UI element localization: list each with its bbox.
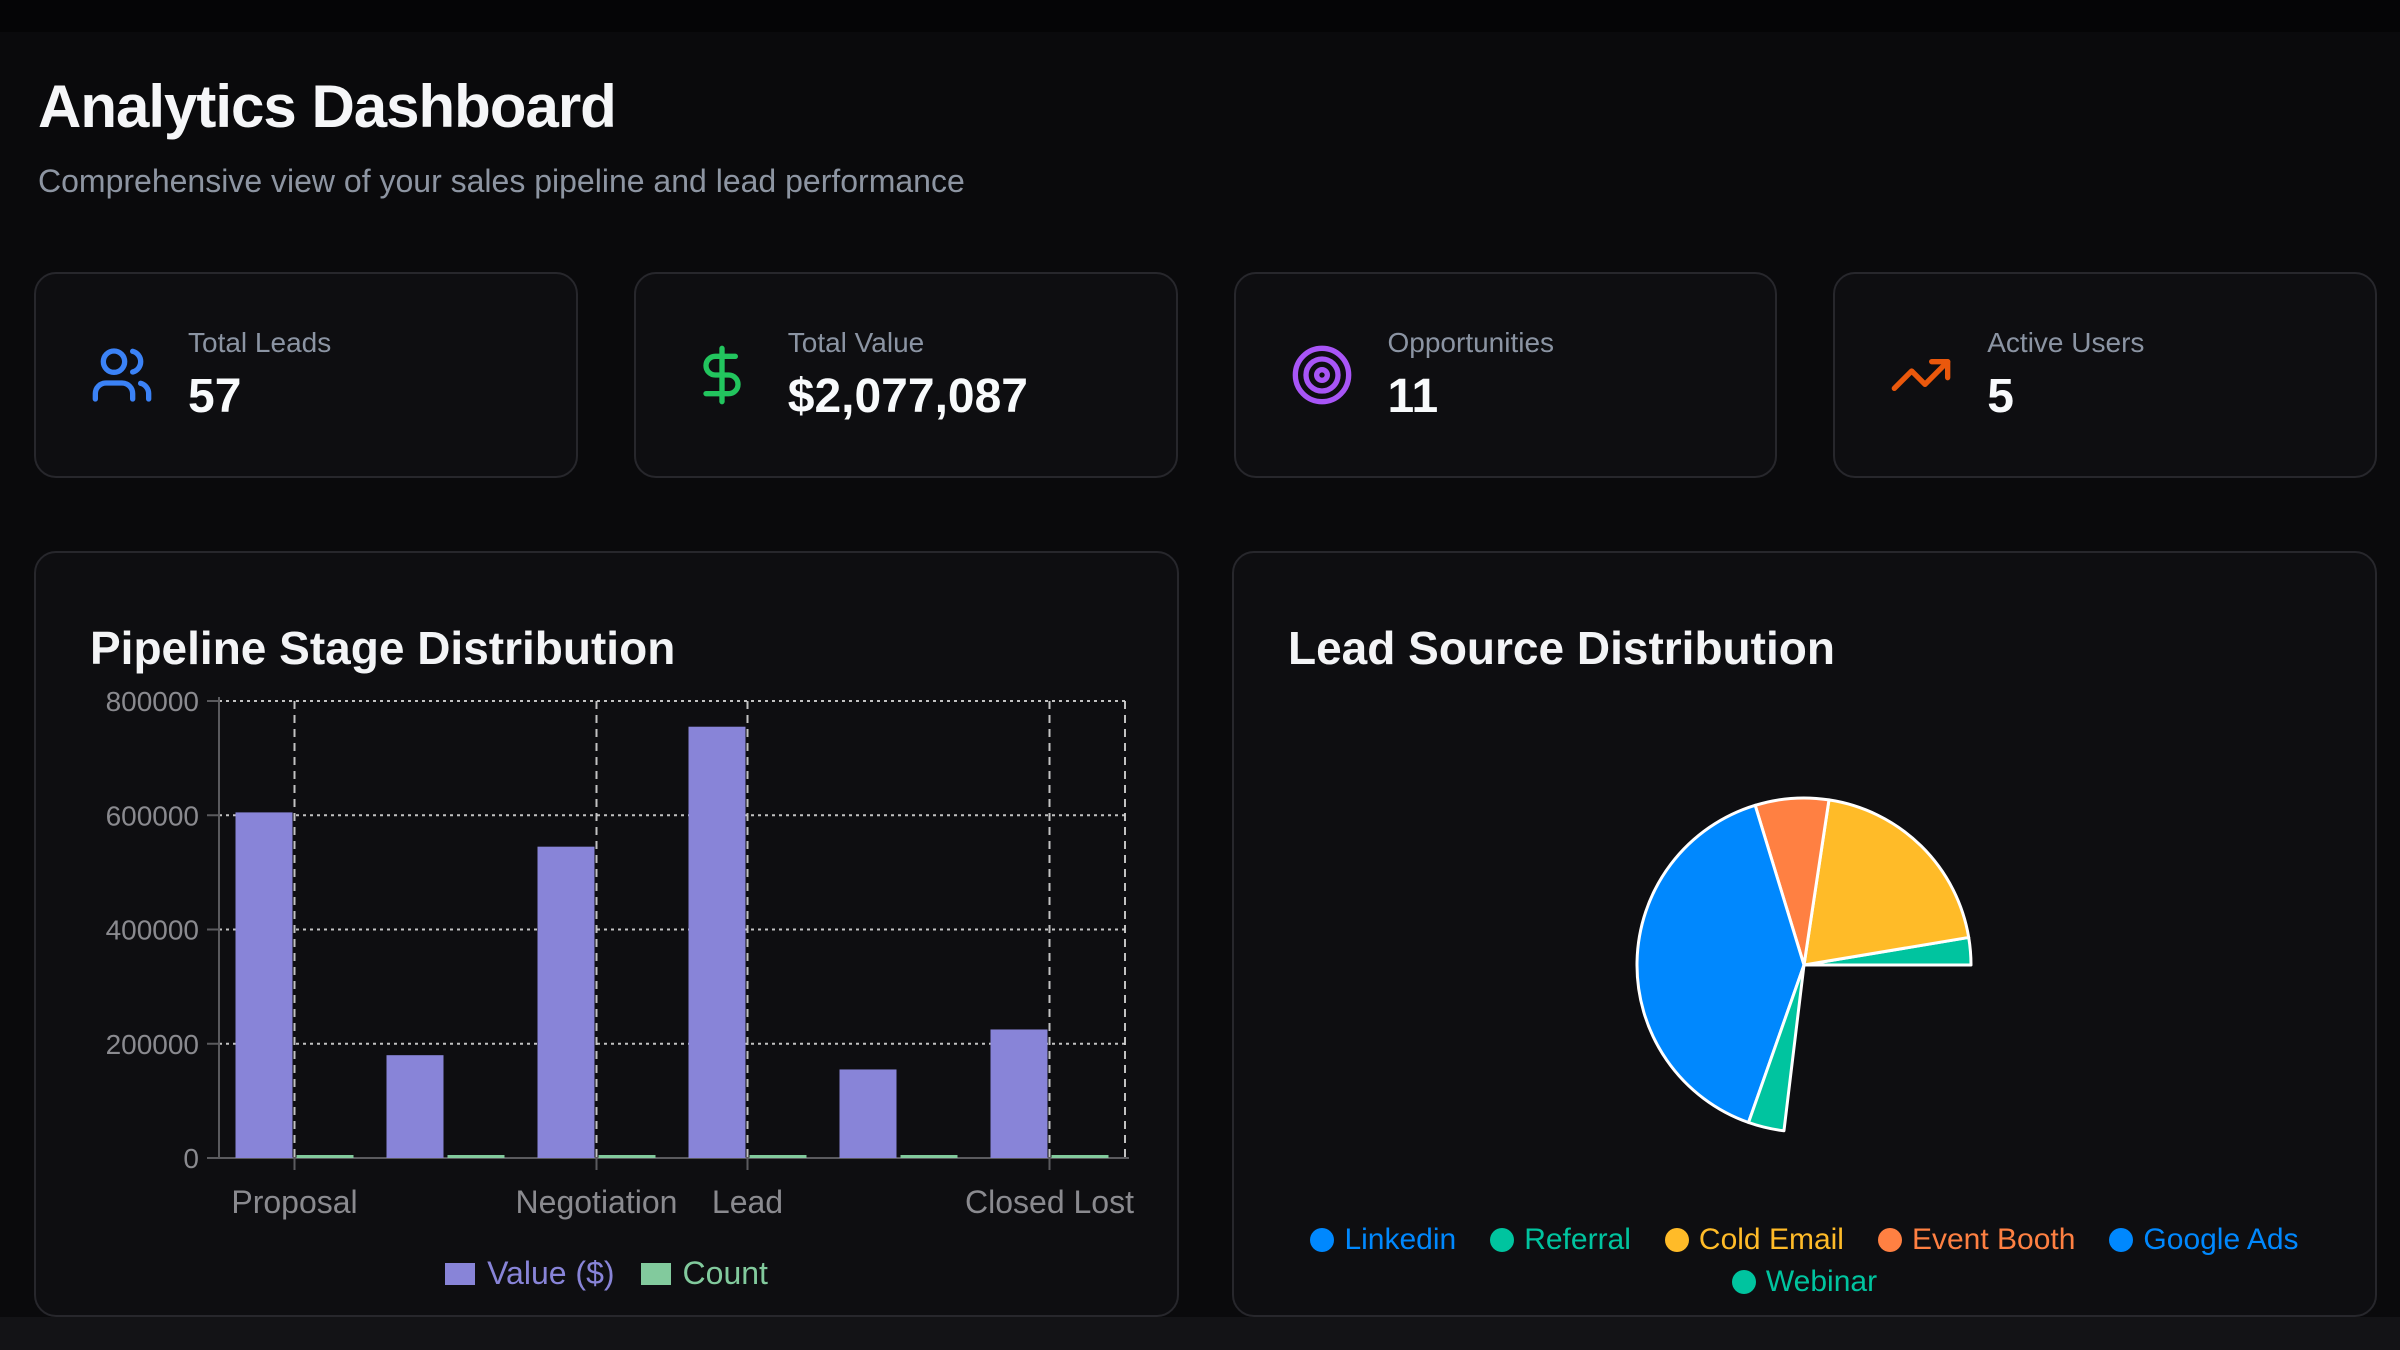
bar-value-4[interactable] — [839, 1069, 897, 1158]
legend-label: Google Ads — [2143, 1223, 2299, 1256]
legend-swatch — [445, 1262, 476, 1285]
stat-value: 5 — [1987, 370, 2014, 423]
users-icon — [90, 343, 154, 407]
pipeline-stage-distribution-card: Pipeline Stage Distribution 0 200000 40000… — [34, 551, 1179, 1317]
legend-dot — [1731, 1270, 1756, 1294]
pie-legend-row-1: Linkedin Referral Cold Email Event Booth Goo… — [1234, 1223, 2375, 1257]
legend-label: Value ($) — [487, 1255, 615, 1291]
legend-swatch — [640, 1262, 671, 1285]
x-tick-label: Proposal — [231, 1184, 357, 1220]
stat-label: Opportunities — [1387, 327, 1555, 358]
stat-card-opportunities: Opportunities 11 — [1233, 272, 1778, 478]
page-bottom-strip — [0, 1317, 2400, 1350]
pipeline-bar-chart[interactable]: 0 200000 400000 600000 800000 Proposal Negotia… — [36, 553, 1179, 1317]
pie-chart-title: Lead Source Distribution — [1288, 622, 1835, 674]
trending-up-icon — [1889, 343, 1953, 407]
legend-dot — [1310, 1228, 1335, 1252]
page-title: Analytics Dashboard — [38, 73, 617, 140]
legend-item-count: Count — [640, 1255, 768, 1292]
dollar-sign-icon — [690, 343, 754, 407]
bar-value-1[interactable] — [386, 1055, 444, 1158]
bar-chart-legend: Value ($) Count — [36, 1255, 1177, 1292]
pie-slice-webinar[interactable] — [1747, 963, 1806, 1133]
legend-label: Count — [682, 1255, 768, 1291]
bar-count-2[interactable] — [598, 1155, 656, 1158]
pie-chart-legend: Linkedin Referral Cold Email Event Booth Goo… — [1234, 1223, 2375, 1299]
x-tick-label: Closed Lost — [965, 1184, 1134, 1220]
legend-item-event-booth: Event Booth — [1877, 1223, 2076, 1257]
bar-chart-title: Pipeline Stage Distribution — [90, 622, 676, 674]
legend-item-value-: Value ($) — [445, 1255, 615, 1292]
page-subtitle: Comprehensive view of your sales pipelin… — [38, 163, 965, 199]
stat-label: Total Value — [787, 327, 925, 358]
legend-item-referral: Referral — [1490, 1223, 1631, 1257]
legend-label: Linkedin — [1344, 1223, 1457, 1256]
legend-label: Referral — [1524, 1223, 1631, 1256]
legend-label: Webinar — [1765, 1265, 1878, 1298]
bar-count-3[interactable] — [749, 1155, 807, 1158]
y-tick-label: 600000 — [106, 800, 199, 831]
x-tick-label: Lead — [712, 1184, 783, 1220]
stat-label: Active Users — [1987, 327, 2145, 358]
y-tick-label: 400000 — [106, 915, 199, 946]
stat-card-total-leads: Total Leads 57 — [34, 272, 578, 478]
stat-label: Total Leads — [188, 327, 332, 358]
stat-value: 11 — [1387, 370, 1439, 423]
legend-item-google-ads: Google Ads — [2109, 1223, 2299, 1257]
window-top-edge — [0, 0, 2400, 32]
bar-value-3[interactable] — [688, 726, 746, 1158]
target-icon — [1290, 343, 1354, 407]
bar-value-5[interactable] — [990, 1029, 1048, 1158]
legend-item-linkedin: Linkedin — [1310, 1223, 1456, 1257]
stat-card-total-value: Total Value $2,077,087 — [633, 272, 1178, 478]
y-tick-label: 800000 — [106, 686, 199, 717]
lead-source-pie-chart[interactable] — [1234, 553, 2377, 1317]
y-tick-label: 0 — [183, 1143, 199, 1174]
stat-value: $2,077,087 — [787, 370, 1028, 423]
legend-dot — [2109, 1228, 2134, 1252]
pie-legend-row-2: Webinar — [1234, 1265, 2375, 1299]
y-tick-label: 200000 — [106, 1029, 199, 1060]
legend-dot — [1664, 1228, 1689, 1252]
legend-dot — [1877, 1228, 1902, 1252]
bar-count-1[interactable] — [447, 1155, 505, 1158]
bar-value-0[interactable] — [235, 812, 293, 1158]
pie-slice-google-ads[interactable] — [1635, 803, 1806, 1125]
stats-row: Total Leads 57 Total Value $2,077,087 Op… — [34, 272, 2377, 478]
legend-label: Event Booth — [1911, 1223, 2076, 1256]
legend-label: Cold Email — [1698, 1223, 1844, 1256]
legend-item-webinar: Webinar — [1731, 1265, 1878, 1299]
bar-count-4[interactable] — [900, 1155, 958, 1158]
stat-value: 57 — [188, 370, 242, 423]
legend-item-cold-email: Cold Email — [1664, 1223, 1844, 1257]
bar-value-2[interactable] — [537, 846, 595, 1158]
lead-source-distribution-card: Lead Source Distribution Linkedin Referra… — [1232, 551, 2377, 1317]
bar-count-5[interactable] — [1051, 1155, 1109, 1158]
bar-count-0[interactable] — [296, 1155, 354, 1158]
pie-slice-cold-email[interactable] — [1802, 798, 1971, 967]
x-tick-label: Negotiation — [516, 1184, 678, 1220]
stat-card-active-users: Active Users 5 — [1833, 272, 2377, 478]
legend-dot — [1490, 1228, 1515, 1252]
